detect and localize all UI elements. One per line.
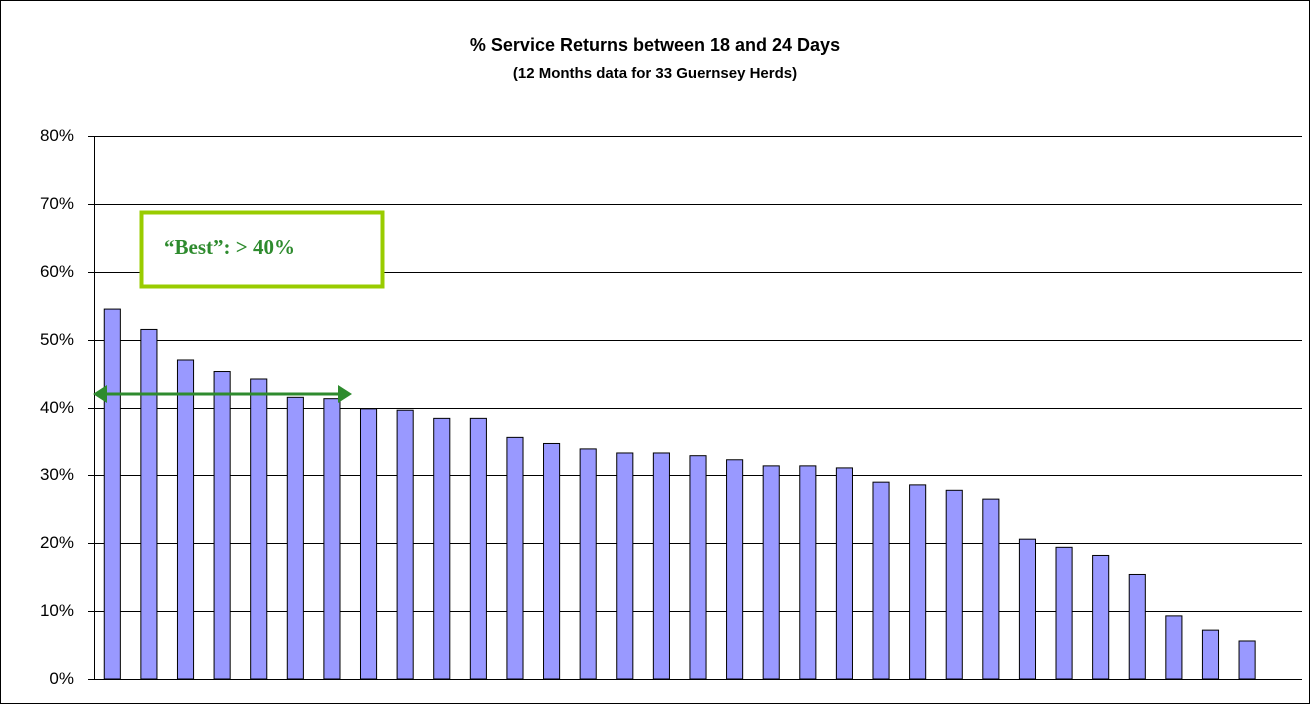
bar [689, 455, 707, 680]
bar [909, 484, 927, 680]
chart-subtitle: (12 Months data for 33 Guernsey Herds) [513, 65, 797, 82]
bar [1092, 554, 1110, 680]
bar [652, 452, 670, 680]
y-tick-label: 80% [40, 126, 74, 145]
bar [213, 371, 231, 680]
arrow-head [338, 385, 352, 403]
bar [616, 452, 634, 680]
bar [1165, 615, 1183, 680]
plot-area: 0% 10% 20% 30% 40% 50% 60% 70% 80% [40, 126, 1302, 688]
y-tick-label: 0% [49, 669, 74, 688]
bar [835, 467, 853, 680]
y-tick-label: 70% [40, 194, 74, 213]
y-tick-label: 40% [40, 398, 74, 417]
annotation-box [139, 210, 385, 289]
bar [140, 328, 158, 680]
y-tick-label: 10% [40, 601, 74, 620]
bar [359, 408, 378, 680]
bar [250, 378, 268, 680]
y-tick-label: 50% [40, 330, 74, 349]
bar [469, 417, 487, 680]
bar [323, 398, 341, 680]
annotation-arrow [93, 385, 352, 403]
bar [1128, 573, 1146, 680]
bar [945, 489, 963, 680]
y-tick-label: 30% [40, 465, 74, 484]
bar [762, 465, 780, 680]
chart-title: % Service Returns between 18 and 24 Days [470, 35, 840, 55]
bar [799, 465, 817, 680]
bar [726, 459, 744, 680]
bar [543, 442, 561, 680]
bar [176, 359, 195, 680]
bar [396, 409, 414, 680]
bar [433, 417, 451, 680]
bar [506, 436, 524, 680]
arrow-head [93, 385, 107, 403]
y-tick-label: 20% [40, 533, 74, 552]
bar [982, 498, 1000, 680]
bar [1201, 629, 1220, 680]
bar [1238, 640, 1256, 680]
bar [872, 481, 890, 680]
bar [286, 396, 304, 680]
y-tick-label: 60% [40, 262, 74, 281]
bar [103, 308, 121, 680]
bar [1018, 538, 1037, 680]
bar [1055, 546, 1073, 680]
annotation-text: “Best”: > 40% [164, 235, 295, 259]
bar [579, 448, 597, 680]
